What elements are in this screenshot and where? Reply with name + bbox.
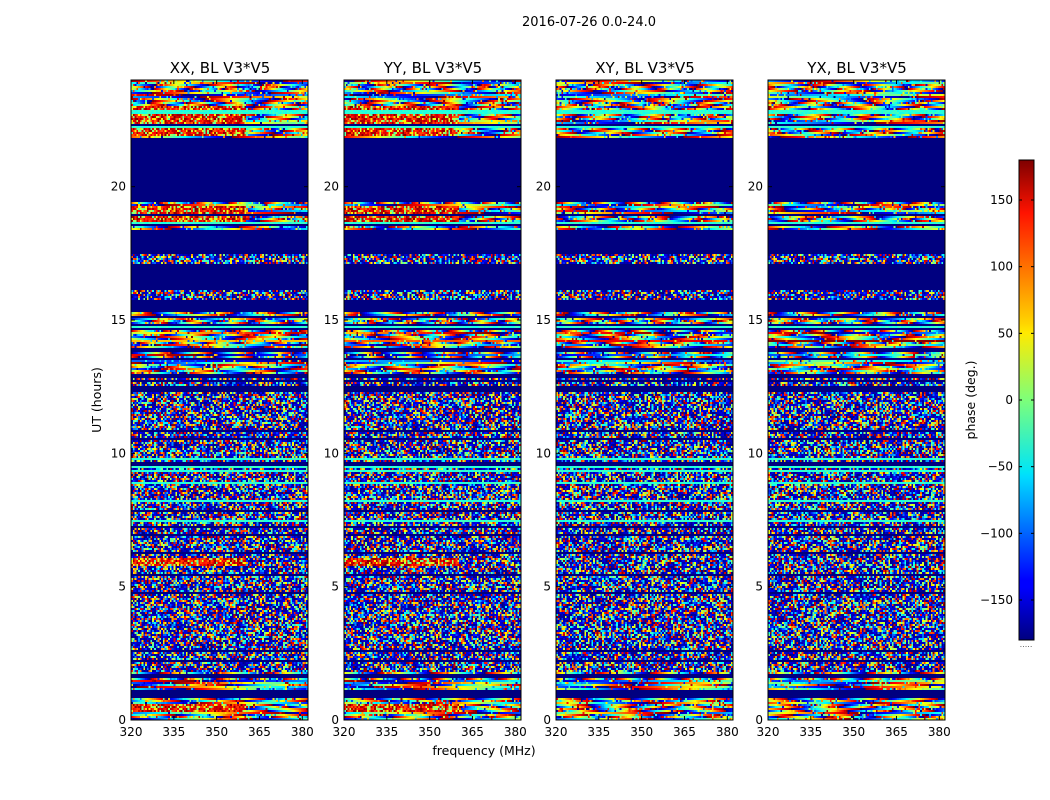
y-tick-label: 0 bbox=[118, 713, 126, 727]
colorbar-footer: ..... bbox=[1020, 640, 1033, 649]
panel-plot-area: 320 335 350 365 380 0 5 10 15 20 bbox=[111, 79, 314, 739]
x-tick-label: 380 bbox=[928, 725, 951, 739]
colorbar-tick-label: −150 bbox=[980, 593, 1013, 607]
phase-heatmap-image bbox=[768, 80, 945, 720]
colorbar-tick-label: −50 bbox=[988, 460, 1013, 474]
colorbar-tick-label: −100 bbox=[980, 526, 1013, 540]
x-tick-label: 335 bbox=[162, 725, 185, 739]
y-tick-label: 15 bbox=[111, 313, 126, 327]
x-tick-label: 320 bbox=[757, 725, 780, 739]
phase-heatmap-image bbox=[556, 80, 733, 720]
y-tick-label: 20 bbox=[748, 180, 763, 194]
x-tick-label: 320 bbox=[333, 725, 356, 739]
panel-frame bbox=[130, 79, 309, 721]
x-tick-label: 380 bbox=[716, 725, 739, 739]
x-tick-label: 380 bbox=[504, 725, 527, 739]
colorbar-ticks: 150 100 50 0 −50 −100 −150 bbox=[980, 193, 1034, 607]
panel-frame bbox=[343, 79, 522, 721]
x-tick-label: 350 bbox=[418, 725, 441, 739]
y-tick-label: 0 bbox=[331, 713, 339, 727]
panel-title: YY, BL V3*V5 bbox=[383, 59, 482, 77]
y-tick-label: 5 bbox=[755, 580, 763, 594]
colorbar: 150 100 50 0 −50 −100 −150 phase (deg.) ..... bbox=[963, 159, 1035, 649]
x-tick-label: 350 bbox=[630, 725, 653, 739]
x-tick-label: 335 bbox=[587, 725, 610, 739]
colorbar-tick-label: 150 bbox=[990, 193, 1013, 207]
y-tick-label: 20 bbox=[111, 180, 126, 194]
colorbar-label: phase (deg.) bbox=[963, 361, 978, 440]
y-axis-label: UT (hours) bbox=[89, 367, 104, 433]
y-tick-label: 10 bbox=[324, 446, 339, 460]
x-tick-label: 365 bbox=[885, 725, 908, 739]
panel-xx: XX, BL V3*V5 320 335 350 365 380 0 5 10 15 20 bbox=[111, 59, 314, 739]
y-tick-label: 0 bbox=[543, 713, 551, 727]
y-tick-label: 5 bbox=[118, 580, 126, 594]
x-tick-label: 365 bbox=[673, 725, 696, 739]
x-tick-label: 365 bbox=[461, 725, 484, 739]
x-tick-label: 335 bbox=[799, 725, 822, 739]
panel-plot-area: 320 335 350 365 380 0 5 10 15 20 bbox=[324, 79, 527, 739]
x-tick-label: 365 bbox=[248, 725, 271, 739]
y-tick-label: 10 bbox=[748, 446, 763, 460]
y-tick-label: 15 bbox=[748, 313, 763, 327]
phase-heatmap-image bbox=[131, 80, 308, 720]
x-tick-label: 350 bbox=[842, 725, 865, 739]
panel-plot-area: 320 335 350 365 380 0 5 10 15 20 bbox=[536, 79, 739, 739]
panel-plot-area: 320 335 350 365 380 0 5 10 15 20 bbox=[748, 79, 951, 739]
y-tick-label: 15 bbox=[324, 313, 339, 327]
panel-yx: YX, BL V3*V5 320 335 350 365 380 0 5 10 15 20 bbox=[748, 59, 951, 739]
x-tick-label: 380 bbox=[291, 725, 314, 739]
panel-frame bbox=[555, 79, 734, 721]
phase-heatmap-image bbox=[344, 80, 521, 720]
panel-title: XY, BL V3*V5 bbox=[595, 59, 695, 77]
y-tick-label: 5 bbox=[543, 580, 551, 594]
y-tick-label: 20 bbox=[536, 180, 551, 194]
colorbar-tick-label: 0 bbox=[1005, 393, 1013, 407]
y-tick-label: 0 bbox=[755, 713, 763, 727]
y-tick-label: 20 bbox=[324, 180, 339, 194]
y-tick-label: 15 bbox=[536, 313, 551, 327]
panel-frame bbox=[767, 79, 946, 721]
y-tick-label: 10 bbox=[111, 446, 126, 460]
panel-yy: YY, BL V3*V5 320 335 350 365 380 0 5 10 15 20 bbox=[324, 59, 527, 739]
x-tick-label: 320 bbox=[120, 725, 143, 739]
x-tick-label: 320 bbox=[545, 725, 568, 739]
x-axis-label: frequency (MHz) bbox=[432, 743, 535, 758]
colorbar-tick-label: 100 bbox=[990, 260, 1013, 274]
panel-title: XX, BL V3*V5 bbox=[170, 59, 271, 77]
panel-xy: XY, BL V3*V5 320 335 350 365 380 0 5 10 15 20 bbox=[536, 59, 739, 739]
colorbar-tick-label: 50 bbox=[998, 326, 1013, 340]
figure-suptitle: 2016-07-26 0.0-24.0 bbox=[522, 15, 656, 30]
x-tick-label: 350 bbox=[205, 725, 228, 739]
y-tick-label: 10 bbox=[536, 446, 551, 460]
y-tick-label: 5 bbox=[331, 580, 339, 594]
panel-title: YX, BL V3*V5 bbox=[806, 59, 907, 77]
x-tick-label: 335 bbox=[375, 725, 398, 739]
